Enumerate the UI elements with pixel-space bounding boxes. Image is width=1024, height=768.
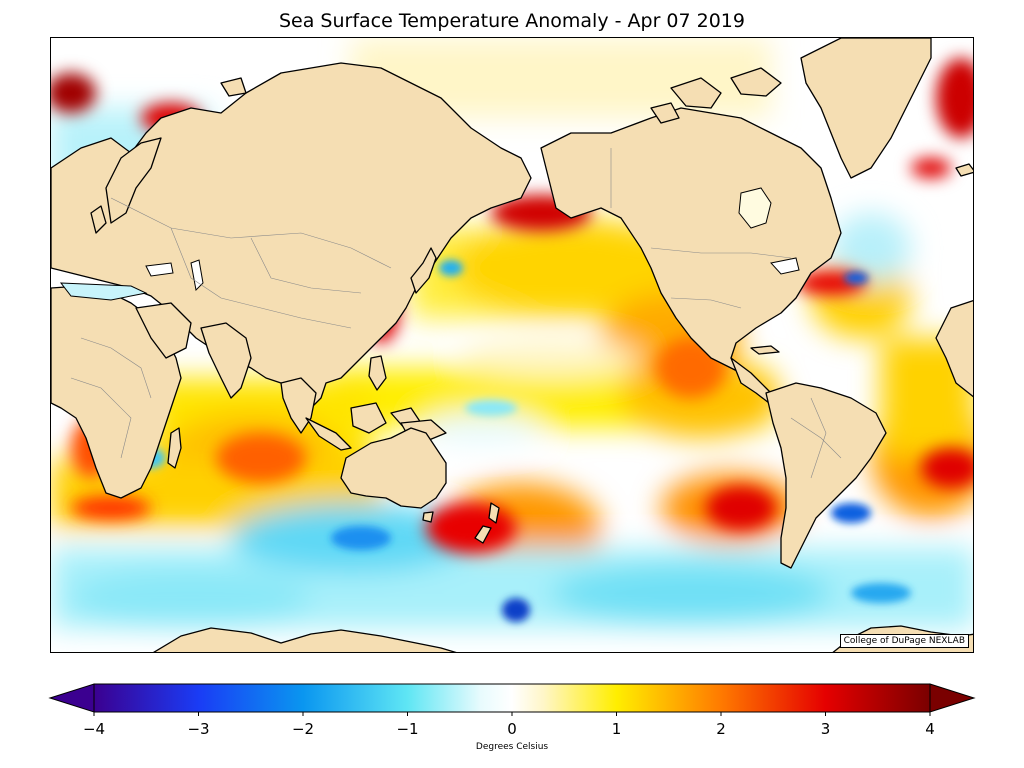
- north-america-landmass: [540, 107, 842, 374]
- mediterranean-water: [59, 282, 148, 301]
- svalbard-landmass: [220, 77, 247, 97]
- colorbar-body: [93, 683, 931, 713]
- colorbar-right-extension: [929, 683, 976, 713]
- cuba-landmass: [750, 345, 780, 355]
- colorbar-left-extension: [48, 683, 95, 713]
- colorbar-ticks: −4 −3 −2 −1 0 1 2 3 4: [83, 712, 935, 738]
- west-africa-right-landmass: [935, 299, 973, 398]
- madagascar-landmass: [167, 427, 182, 469]
- inland-waters: [59, 187, 800, 301]
- political-borders: [70, 148, 842, 479]
- caspian-sea-water: [190, 259, 204, 292]
- tasmania-landmass: [422, 511, 434, 523]
- greenland-landmass: [800, 38, 932, 179]
- colorbar-tick-label: −3: [187, 720, 209, 738]
- philippines-landmass: [368, 355, 387, 391]
- australia-landmass: [340, 427, 447, 509]
- arabia-landmass: [135, 302, 192, 359]
- british-isles-landmass: [90, 205, 107, 234]
- iceland-landmass: [955, 163, 973, 177]
- scandinavia-landmass: [105, 137, 162, 224]
- colorbar-tick-label: 2: [716, 720, 726, 738]
- sst-anomaly-map: College of DuPage NEXLAB: [50, 37, 974, 653]
- colorbar-units-label: Degrees Celsius: [475, 742, 549, 752]
- colorbar-tick-label: 3: [821, 720, 831, 738]
- south-america-landmass: [765, 382, 887, 569]
- arctic-islands-landmass: [650, 67, 782, 124]
- black-sea-water: [145, 262, 174, 277]
- colorbar-tick-label: 1: [612, 720, 622, 738]
- colorbar-tick-label: −4: [83, 720, 105, 738]
- colorbar-tick-label: −1: [396, 720, 418, 738]
- great-lakes-water: [770, 257, 800, 275]
- india-landmass: [200, 322, 252, 399]
- colorbar: −4 −3 −2 −1 0 1 2 3 4: [48, 683, 976, 738]
- new-zealand-landmass: [474, 502, 500, 544]
- colorbar-tick-label: −2: [292, 720, 314, 738]
- japan-landmass: [410, 247, 437, 294]
- map-title: Sea Surface Temperature Anomaly - Apr 07…: [278, 10, 745, 32]
- colorbar-tick-label: 0: [507, 720, 517, 738]
- credit-label: College of DuPage NEXLAB: [839, 634, 969, 648]
- colorbar-tick-label: 4: [925, 720, 935, 738]
- hudson-bay-water: [738, 187, 772, 229]
- map-canvas: [51, 38, 973, 652]
